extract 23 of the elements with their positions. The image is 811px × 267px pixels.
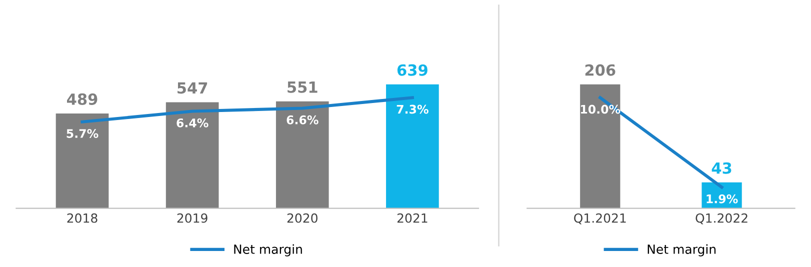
legend-label: Net margin [234,244,302,256]
data-label: 206 [585,64,616,76]
x-tick-label: 2018 [67,213,98,223]
x-tick-label: 2020 [287,213,318,223]
data-label: 1.9% [706,194,738,204]
bar [386,84,439,208]
data-label: 5.7% [66,129,98,138]
x-tick-label: 2021 [397,213,428,223]
x-tick-label: Q1.2022 [696,213,748,224]
legend-label: Net margin [648,244,716,256]
bar [166,102,219,208]
data-label: 489 [67,93,98,105]
data-label: 6.6% [286,115,318,124]
data-label: 639 [397,64,428,76]
x-tick-label: Q1.2021 [574,213,626,224]
data-label: 551 [288,82,318,93]
x-tick-label: 2019 [177,213,208,223]
data-label: 6.4% [176,118,208,128]
bar [56,113,109,208]
data-label: 7.3% [396,104,428,114]
data-label: 547 [178,82,208,94]
data-label: 43 [712,162,732,174]
bar [276,101,329,208]
